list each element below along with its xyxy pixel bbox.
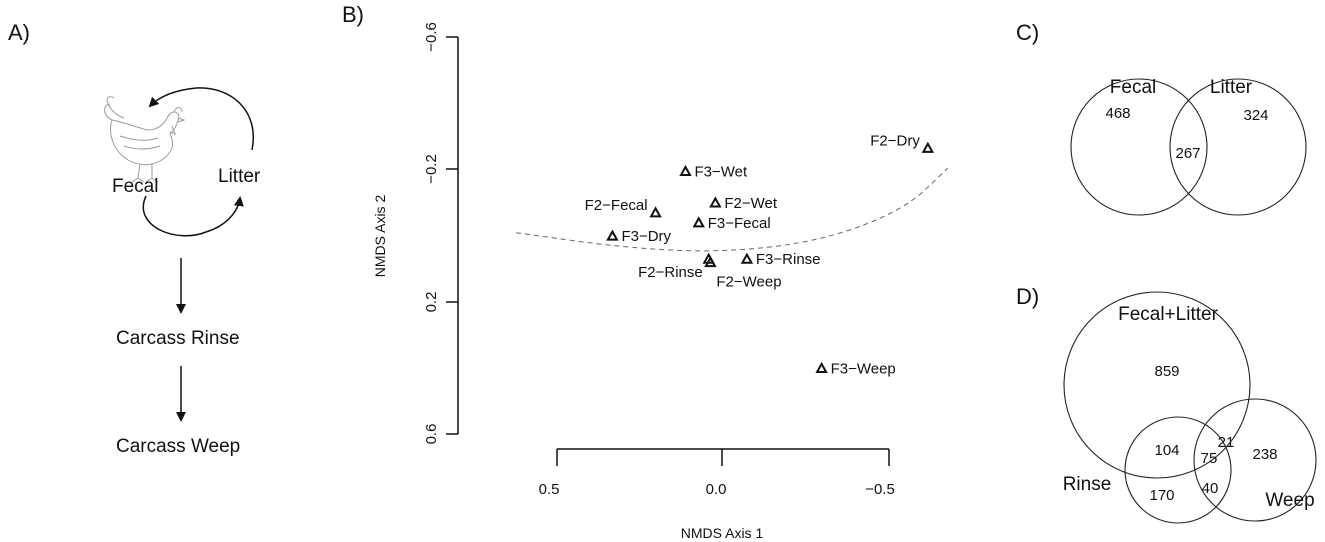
point-marker — [740, 252, 754, 264]
point-marker — [921, 141, 935, 153]
venn-count-fecal-only: 468 — [1105, 105, 1130, 122]
point-label: F3−Fecal — [708, 215, 771, 232]
panel-d: D) Fecal+Litter Rinse Weep 859 104 21 75… — [1016, 284, 1317, 524]
panel-label-d: D) — [1016, 284, 1039, 309]
point-marker — [649, 206, 662, 218]
venn-set-label-weep: Weep — [1265, 490, 1314, 511]
x-tick-label: 0.0 — [706, 481, 727, 498]
venn-set-label-fecal-litter: Fecal+Litter — [1118, 304, 1218, 325]
venn-set-label-fecal: Fecal — [1110, 77, 1156, 98]
nmds-points: F2−Dry F3−Wet F2−Wet F2−Fecal F3−Fecal F3−Dry… — [585, 132, 935, 377]
fitted-curve — [516, 167, 949, 252]
fecal-to-litter-arrow — [142, 195, 244, 237]
venn-set-label-litter: Litter — [1210, 77, 1253, 98]
venn-circle-rinse — [1124, 416, 1232, 524]
venn-circle-weep — [1193, 398, 1317, 522]
y-axis-title: NMDS Axis 2 — [372, 195, 388, 278]
venn-count-rinse-only: 170 — [1149, 487, 1174, 504]
carcass-weep-label: Carcass Weep — [116, 436, 240, 457]
fecal-label: Fecal — [112, 176, 158, 197]
y-tick-label: −0.2 — [423, 154, 440, 184]
y-tick-label: −0.6 — [423, 22, 440, 52]
y-tick-label: 0.2 — [423, 292, 440, 313]
chicken-icon — [104, 96, 186, 183]
point-label: F3−Rinse — [756, 251, 821, 268]
venn-count-weep-fecal-litter: 21 — [1218, 434, 1235, 451]
panel-b: B) −0.6 −0.2 0.2 0.6 0.5 0.0 −0.5 NMDS A… — [342, 2, 949, 541]
venn-count-weep-only: 238 — [1252, 446, 1277, 463]
panel-label-c: C) — [1016, 20, 1039, 45]
point-marker — [606, 229, 619, 241]
x-tick-label: 0.5 — [539, 481, 560, 498]
panel-c: C) Fecal Litter 468 324 267 — [1016, 20, 1307, 216]
point-marker — [709, 196, 722, 208]
venn-circle-fecal — [1070, 78, 1208, 216]
panel-a: A) Fecal Litter Carcass Rinse Carcass We… — [8, 20, 261, 457]
x-axis-title: NMDS Axis 1 — [681, 525, 764, 541]
venn-circle-litter — [1169, 78, 1307, 216]
y-tick-label: 0.6 — [423, 424, 440, 445]
point-label: F3−Dry — [621, 228, 671, 245]
venn-circle-fecal-litter — [1063, 291, 1251, 479]
litter-label: Litter — [218, 166, 261, 187]
venn-count-overlap: 267 — [1175, 145, 1200, 162]
point-label: F3−Weep — [831, 360, 896, 377]
point-label: F3−Wet — [694, 163, 747, 180]
venn-count-all-three: 75 — [1201, 450, 1218, 467]
fitted-curve-layer — [516, 167, 949, 252]
carcass-rinse-label: Carcass Rinse — [116, 328, 240, 349]
panel-label-b: B) — [342, 2, 364, 27]
venn-count-litter-only: 324 — [1243, 107, 1268, 124]
point-label: F2−Weep — [716, 273, 781, 290]
point-label: F2−Wet — [724, 195, 777, 212]
venn-count-rinse-weep: 40 — [1202, 480, 1219, 497]
venn-set-label-rinse: Rinse — [1063, 474, 1112, 495]
x-tick-label: −0.5 — [865, 481, 895, 498]
point-marker — [692, 216, 705, 228]
venn-count-fecal-litter-only: 859 — [1154, 363, 1179, 380]
point-marker — [815, 361, 828, 373]
litter-to-fecal-arrow — [148, 87, 255, 151]
point-label: F2−Fecal — [585, 197, 648, 214]
nmds-axes: −0.6 −0.2 0.2 0.6 0.5 0.0 −0.5 NMDS Axis… — [372, 22, 895, 541]
point-label: F2−Dry — [870, 132, 920, 149]
point-marker — [679, 164, 692, 177]
point-marker — [704, 255, 717, 268]
point-label: F2−Rinse — [638, 264, 703, 281]
venn-count-rinse-fecal-litter: 104 — [1154, 442, 1179, 459]
panel-label-a: A) — [8, 20, 30, 45]
